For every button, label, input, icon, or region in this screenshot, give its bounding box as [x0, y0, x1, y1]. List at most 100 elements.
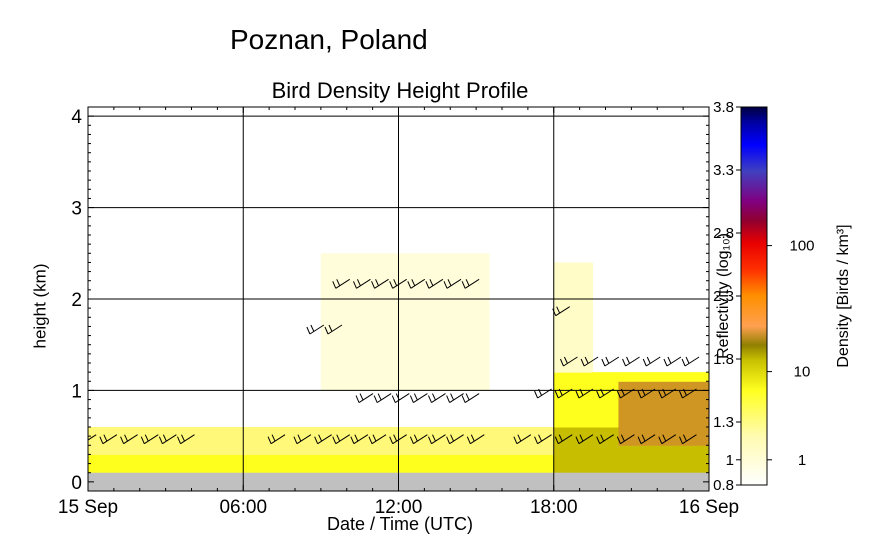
- heatmap-cell: [346, 344, 354, 355]
- heatmap-cell: [88, 445, 95, 455]
- heatmap-cell: [385, 436, 393, 446]
- heatmap-cell: [379, 427, 387, 437]
- heatmap-cell: [327, 271, 335, 282]
- heatmap-cell: [392, 463, 399, 474]
- heatmap-cell: [573, 372, 581, 382]
- heatmap-cell: [566, 326, 574, 337]
- wind-barb: [616, 434, 635, 445]
- heatmap-cell: [379, 280, 387, 291]
- wind-barb: [642, 356, 661, 367]
- heatmap-cell: [579, 427, 587, 437]
- heatmap-cell: [592, 463, 600, 474]
- heatmap-cell: [450, 463, 458, 474]
- heatmap-cell: [463, 353, 471, 364]
- heatmap-cell: [346, 427, 354, 437]
- heatmap-cell: [624, 417, 632, 428]
- wind-barb: [461, 278, 480, 289]
- heatmap-cell: [469, 463, 477, 474]
- heatmap-cell: [553, 363, 561, 373]
- heatmap-cell: [392, 381, 399, 391]
- heatmap-cell: [450, 262, 458, 273]
- heatmap-cell: [392, 454, 399, 465]
- heatmap-cell: [644, 463, 652, 474]
- heatmap-cell: [249, 436, 257, 446]
- heatmap-cell: [392, 289, 399, 300]
- heatmap-cell: [417, 317, 425, 327]
- heatmap-cell: [476, 253, 484, 263]
- heatmap-cell: [333, 253, 341, 263]
- heatmap-cell: [631, 427, 639, 437]
- heatmap-cell: [372, 317, 380, 327]
- heatmap-cell: [456, 454, 464, 465]
- heatmap-cell: [411, 299, 419, 309]
- wind-barb: [461, 393, 480, 403]
- heatmap-cell: [424, 427, 432, 437]
- colorbar-ticks: 0.8 1 1.3 1.8 2.3 2.8 3.3 3.8 1 10 100 Reflectivity…: [713, 99, 852, 494]
- heatmap-cell: [611, 463, 619, 474]
- heatmap-cell: [327, 381, 335, 391]
- heatmap-cell: [191, 427, 199, 437]
- heatmap-cell: [327, 363, 335, 373]
- heatmap-cell: [637, 463, 645, 474]
- heatmap-cell: [372, 271, 380, 282]
- heatmap-cell: [502, 454, 509, 465]
- heatmap-cell: [443, 253, 451, 263]
- heatmap-cell: [618, 463, 626, 474]
- heatmap-cell: [650, 390, 658, 401]
- heatmap-cell: [282, 463, 290, 474]
- heatmap-cell: [424, 436, 432, 446]
- heatmap-cell: [320, 363, 328, 373]
- heatmap-cell: [333, 317, 341, 327]
- heatmap-cell: [366, 308, 374, 318]
- heatmap-cell: [437, 335, 445, 346]
- heatmap-cell: [210, 454, 218, 465]
- heatmap-cell: [657, 445, 665, 455]
- heatmap-cell: [282, 436, 290, 446]
- heatmap-cell: [185, 427, 192, 437]
- heatmap-cell: [204, 427, 212, 437]
- heatmap-cell: [417, 308, 425, 318]
- heatmap-cell: [599, 390, 606, 401]
- heatmap-cell: [327, 253, 335, 263]
- heatmap-cell: [527, 436, 535, 446]
- heatmap-cell: [411, 353, 419, 364]
- heatmap-cell: [670, 417, 678, 428]
- heatmap-cell: [333, 280, 341, 291]
- wind-barb: [407, 278, 426, 289]
- heatmap-cell: [372, 363, 380, 373]
- heatmap-cell: [340, 299, 348, 309]
- heatmap-cell: [676, 372, 684, 382]
- heatmap-cell: [340, 427, 348, 437]
- heatmap-cell: [398, 381, 406, 391]
- heatmap-cell: [404, 308, 412, 318]
- heatmap-cell: [243, 436, 251, 446]
- heatmap-cell: [482, 280, 490, 291]
- heatmap-cell: [573, 326, 581, 337]
- heatmap-cell: [385, 308, 393, 318]
- heatmap-cell: [508, 445, 516, 455]
- heatmap-cell: [476, 308, 484, 318]
- heatmap-cell: [456, 427, 464, 437]
- heatmap-cell: [146, 436, 154, 446]
- heatmap-cell: [450, 372, 458, 382]
- heatmap-cell: [437, 445, 445, 455]
- heatmap-cell: [547, 454, 555, 465]
- heatmap-cell: [437, 363, 445, 373]
- heatmap-cell: [333, 427, 341, 437]
- heatmap-cell: [514, 436, 522, 446]
- heatmap-cell: [605, 399, 613, 410]
- heatmap-cell: [482, 317, 490, 327]
- heatmap-cell: [540, 436, 548, 446]
- heatmap-cell: [611, 427, 619, 437]
- heatmap-cell: [353, 381, 361, 391]
- heatmap-cell: [152, 463, 160, 474]
- heatmap-cell: [430, 463, 438, 474]
- heatmap-cell: [560, 299, 568, 309]
- heatmap-cell: [379, 353, 387, 364]
- heatmap-cell: [424, 289, 432, 300]
- heatmap-cell: [573, 299, 581, 309]
- heatmap-cell: [611, 381, 619, 391]
- heatmap-cell: [631, 381, 639, 391]
- heatmap-cell: [443, 436, 451, 446]
- heatmap-cell: [379, 289, 387, 300]
